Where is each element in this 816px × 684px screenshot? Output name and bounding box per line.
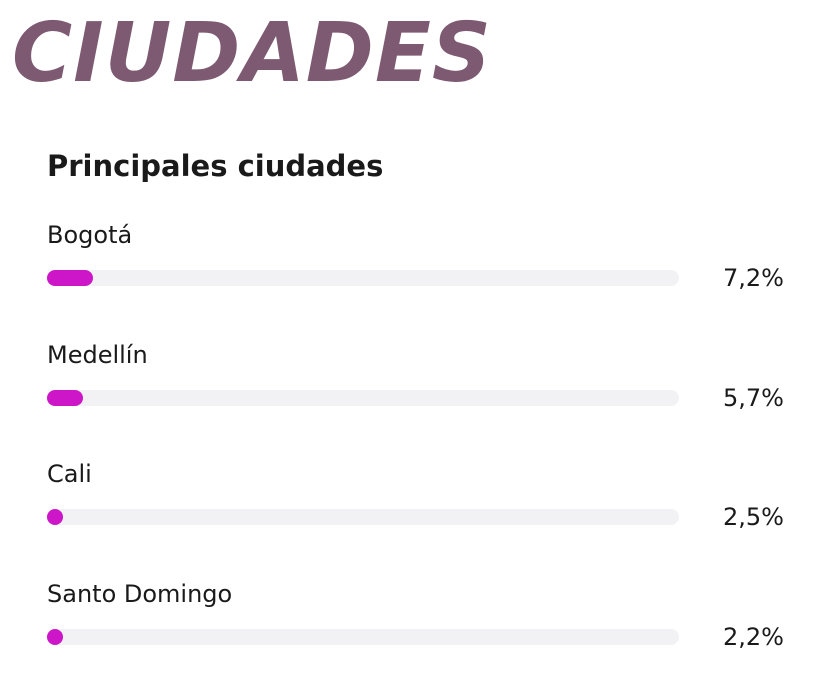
percentage-label: 7,2% — [723, 264, 784, 292]
city-name: Cali — [47, 460, 92, 488]
bar-fill — [47, 509, 63, 525]
bar-track — [47, 270, 679, 286]
bar-track — [47, 629, 679, 645]
percentage-label: 2,2% — [723, 623, 784, 651]
city-row: Bogotá 7,2% — [0, 218, 816, 318]
percentage-label: 5,7% — [723, 384, 784, 412]
chart-title: Principales ciudades — [47, 149, 384, 183]
city-name: Medellín — [47, 341, 148, 369]
city-name: Bogotá — [47, 221, 133, 249]
bar-fill — [47, 270, 93, 286]
city-row: Santo Domingo 2,2% — [0, 577, 816, 677]
bar-fill — [47, 390, 84, 406]
city-row: Cali 2,5% — [0, 457, 816, 557]
city-row: Medellín 5,7% — [0, 338, 816, 438]
bar-track — [47, 509, 679, 525]
bar-track — [47, 390, 679, 406]
page-title: CIUDADES — [12, 6, 492, 101]
percentage-label: 2,5% — [723, 503, 784, 531]
bar-fill — [47, 629, 63, 645]
city-name: Santo Domingo — [47, 580, 233, 608]
